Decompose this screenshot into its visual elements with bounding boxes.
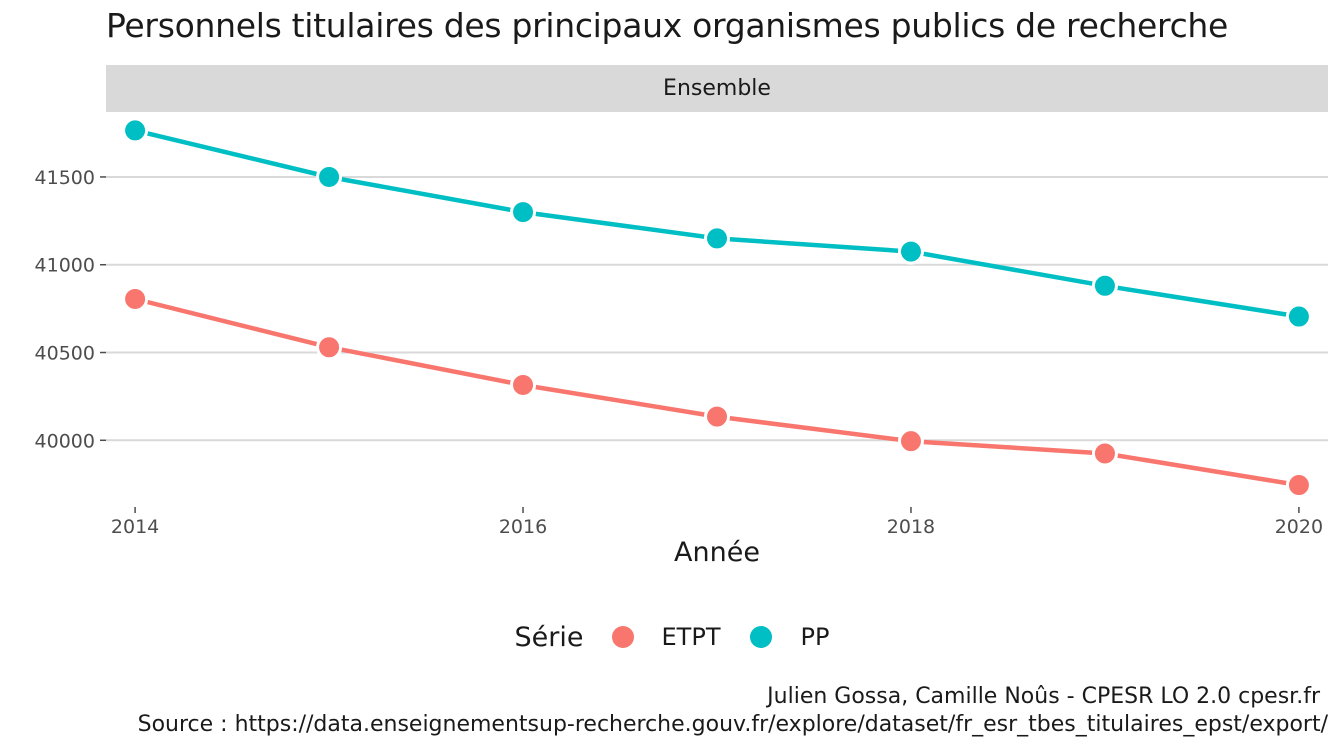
chart-title: Personnels titulaires des principaux org…	[106, 6, 1229, 45]
data-point-pp	[316, 163, 343, 190]
data-point-pp	[704, 225, 730, 252]
legend-swatch-pp	[750, 626, 773, 648]
x-tick-label: 2020	[1275, 516, 1323, 538]
legend-title: Série	[514, 621, 584, 653]
x-tick-label: 2014	[111, 516, 159, 538]
data-point-etpt	[122, 285, 149, 312]
legend-label-etpt: ETPT	[661, 623, 721, 651]
data-point-pp	[1091, 272, 1118, 299]
data-point-etpt	[704, 403, 730, 430]
y-tick-label: 40500	[35, 343, 95, 365]
facet-label: Ensemble	[663, 76, 771, 101]
x-tick-label: 2018	[887, 516, 935, 538]
series-line-pp	[132, 128, 1302, 319]
data-point-etpt	[510, 371, 537, 398]
y-tick-label: 41500	[35, 167, 95, 189]
caption-source: Source : https://data.enseignementsup-re…	[137, 712, 1328, 737]
legend-item-etpt: ETPT	[611, 623, 721, 651]
legend: Série ETPT PP	[0, 617, 1344, 657]
y-tick-label: 40000	[35, 430, 95, 452]
data-point-pp	[122, 117, 149, 144]
data-point-pp	[1285, 303, 1312, 330]
data-point-pp	[510, 199, 537, 226]
x-tick-label: 2016	[499, 516, 547, 538]
facet-strip: Ensemble	[106, 65, 1328, 112]
caption-credits: Julien Gossa, Camille Noûs - CPESR LO 2.…	[767, 684, 1320, 709]
data-point-pp	[897, 238, 924, 265]
legend-item-pp: PP	[750, 623, 829, 651]
data-point-etpt	[897, 428, 924, 455]
y-tick-label: 41000	[35, 255, 95, 277]
legend-swatch-etpt	[611, 626, 634, 648]
data-point-etpt	[1091, 440, 1118, 467]
x-axis-title: Année	[674, 537, 760, 568]
legend-label-pp: PP	[800, 623, 830, 651]
data-point-etpt	[316, 334, 343, 361]
data-point-etpt	[1285, 472, 1312, 499]
series-line-etpt	[132, 296, 1302, 488]
